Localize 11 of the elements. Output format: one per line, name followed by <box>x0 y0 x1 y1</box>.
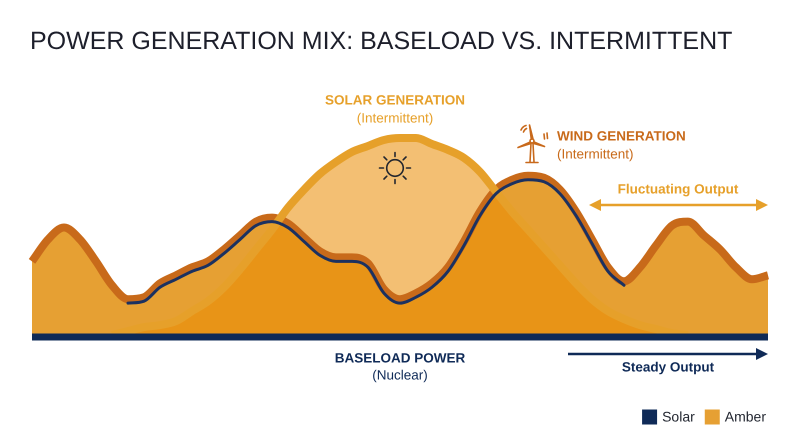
text: (Nuclear) <box>372 368 428 383</box>
annotation: WIND GENERATION <box>557 128 686 144</box>
chart-title: POWER GENERATION MIX: BASELOAD VS. INTERMITTENT <box>30 27 732 55</box>
text: Steady Output <box>622 360 715 375</box>
legend-label: Solar <box>662 408 696 424</box>
annotation: Fluctuating Output <box>618 182 739 197</box>
text: SOLAR GENERATION <box>324 92 466 108</box>
text: (Intermittent) <box>356 110 434 126</box>
text: BASELOAD POWER <box>334 350 466 366</box>
annotation: (Intermittent) <box>557 146 634 162</box>
legend-label: Amber <box>724 408 766 424</box>
